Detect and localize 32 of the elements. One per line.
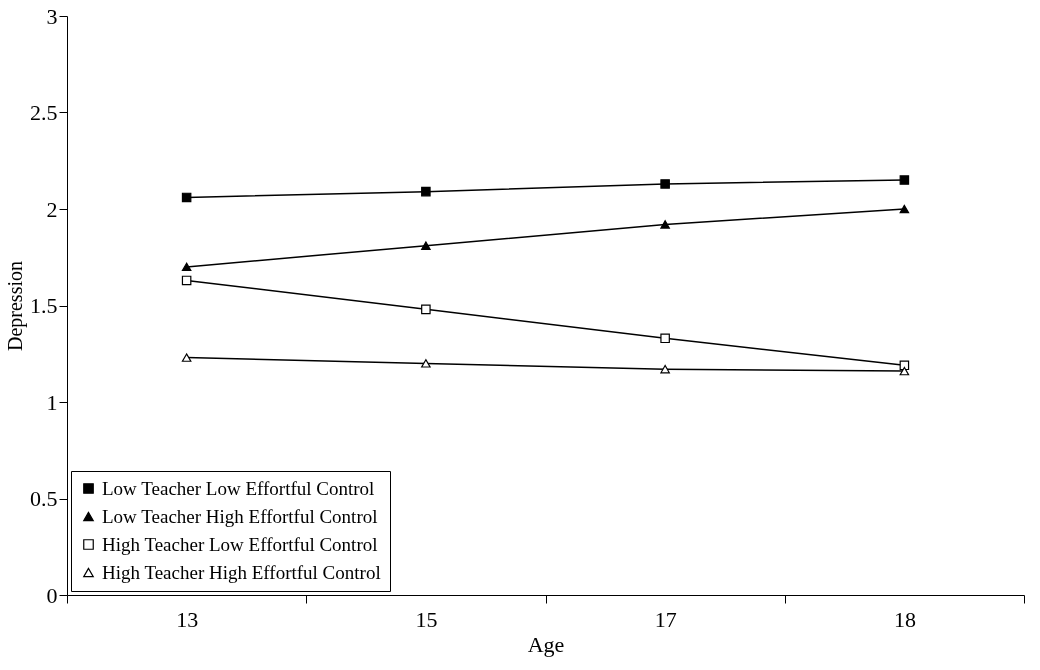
point (899, 175, 910, 185)
point (181, 192, 192, 203)
point (421, 304, 431, 315)
y-tick-label: 0 (46, 582, 58, 608)
x-tick-label: 13 (176, 606, 199, 632)
legend-label: Low Teacher Low Effortful Control (102, 477, 375, 499)
point (899, 366, 910, 376)
point (421, 359, 431, 368)
y-tick-label: 2 (46, 196, 58, 222)
x-axis-title: Age (527, 631, 565, 657)
point (660, 333, 670, 344)
point (899, 204, 910, 214)
y-tick-label: 1.5 (30, 293, 58, 318)
point (421, 186, 431, 197)
point (660, 220, 670, 229)
point (421, 241, 431, 250)
y-tick-label: 1 (46, 389, 58, 415)
legend-label: High Teacher Low Effortful Control (102, 533, 378, 555)
x-tick-label: 18 (893, 606, 916, 632)
y-tick-label: 0.5 (30, 486, 58, 511)
y-tick-label: 2.5 (30, 100, 58, 125)
legend-label: Low Teacher High Effortful Control (102, 505, 378, 527)
legend-label: High Teacher High Effortful Control (102, 561, 381, 583)
point (660, 364, 670, 374)
x-tick-label: 15 (415, 606, 438, 632)
point (181, 275, 192, 286)
x-tick-label: 17 (654, 606, 677, 632)
point (181, 262, 192, 272)
y-axis-title: Depression (4, 261, 27, 351)
y-tick-label: 3 (46, 3, 58, 29)
point (660, 179, 670, 189)
point (181, 353, 192, 362)
